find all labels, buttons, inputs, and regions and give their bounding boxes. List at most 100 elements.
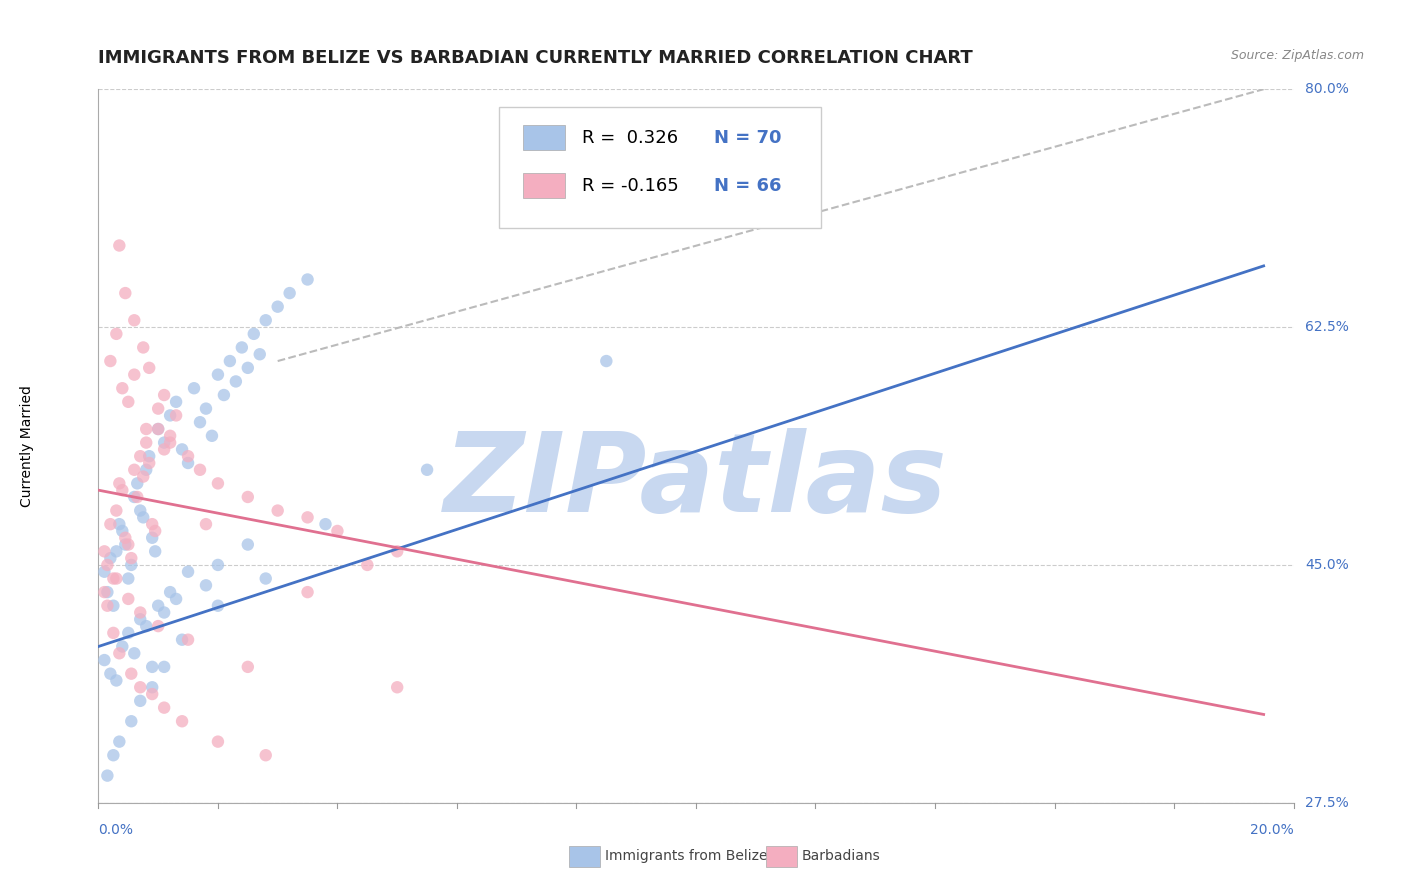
Point	[108, 476, 131, 491]
Point	[219, 354, 242, 368]
Point	[236, 537, 259, 551]
Point	[117, 591, 139, 606]
Point	[1133, 850, 1156, 864]
Point	[135, 435, 157, 450]
Point	[138, 449, 160, 463]
Point	[143, 544, 166, 558]
Point	[188, 463, 211, 477]
Point	[148, 422, 170, 436]
Point	[153, 660, 176, 674]
Point	[207, 476, 229, 491]
Point	[105, 503, 128, 517]
FancyBboxPatch shape	[523, 173, 565, 198]
Point	[177, 456, 200, 470]
Point	[111, 483, 134, 498]
Point	[159, 429, 181, 443]
Point	[159, 585, 181, 599]
Point	[105, 326, 128, 341]
Point	[207, 558, 229, 572]
Point	[177, 632, 200, 647]
Text: R = -0.165: R = -0.165	[582, 177, 679, 194]
Point	[201, 429, 224, 443]
Point	[111, 381, 134, 395]
Point	[132, 469, 155, 483]
Point	[595, 354, 617, 368]
Point	[96, 599, 118, 613]
Point	[138, 456, 160, 470]
Point	[114, 286, 136, 301]
Text: 27.5%: 27.5%	[1305, 796, 1350, 810]
Point	[114, 531, 136, 545]
Point	[297, 272, 319, 286]
Point	[124, 313, 146, 327]
Point	[297, 585, 319, 599]
Point	[267, 503, 290, 517]
Point	[194, 578, 218, 592]
Point	[207, 734, 229, 748]
Point	[93, 653, 115, 667]
Text: 62.5%: 62.5%	[1305, 320, 1350, 334]
Point	[129, 680, 152, 694]
Point	[177, 565, 200, 579]
Point	[148, 401, 170, 416]
Text: N = 66: N = 66	[714, 177, 782, 194]
Point	[159, 409, 181, 423]
Point	[153, 700, 176, 714]
Point	[148, 599, 170, 613]
Point	[129, 612, 152, 626]
Text: Barbadians: Barbadians	[801, 849, 880, 863]
Text: IMMIGRANTS FROM BELIZE VS BARBADIAN CURRENTLY MARRIED CORRELATION CHART: IMMIGRANTS FROM BELIZE VS BARBADIAN CURR…	[98, 49, 973, 67]
Text: 0.0%: 0.0%	[98, 823, 134, 838]
Text: R =  0.326: R = 0.326	[582, 128, 679, 146]
Point	[103, 599, 125, 613]
Point	[120, 551, 142, 566]
Point	[183, 381, 205, 395]
Point	[120, 666, 142, 681]
Point	[129, 694, 152, 708]
Point	[314, 517, 337, 532]
Point	[117, 626, 139, 640]
Text: Immigrants from Belize: Immigrants from Belize	[605, 849, 768, 863]
Point	[111, 640, 134, 654]
Point	[172, 714, 194, 729]
Text: Source: ZipAtlas.com: Source: ZipAtlas.com	[1230, 49, 1364, 62]
Point	[96, 769, 118, 783]
Point	[297, 510, 319, 524]
Point	[278, 286, 301, 301]
Point	[103, 748, 125, 763]
Text: ZIPatlas: ZIPatlas	[444, 428, 948, 535]
Point	[254, 748, 277, 763]
Point	[254, 572, 277, 586]
Point	[98, 551, 122, 566]
Point	[141, 687, 163, 701]
Point	[120, 714, 142, 729]
Point	[326, 524, 349, 538]
Point	[103, 626, 125, 640]
Point	[93, 565, 115, 579]
Point	[153, 435, 176, 450]
Point	[153, 388, 176, 402]
Point	[254, 313, 277, 327]
Point	[194, 401, 218, 416]
Point	[148, 422, 170, 436]
Point	[114, 537, 136, 551]
Point	[98, 354, 122, 368]
Point	[127, 490, 149, 504]
Point	[207, 599, 229, 613]
Point	[249, 347, 271, 361]
Point	[141, 660, 163, 674]
Point	[231, 341, 253, 355]
Point	[124, 646, 146, 660]
Point	[212, 388, 235, 402]
Point	[108, 238, 131, 252]
Point	[177, 449, 200, 463]
Point	[96, 585, 118, 599]
Point	[105, 544, 128, 558]
Point	[105, 572, 128, 586]
Point	[243, 326, 266, 341]
Point	[188, 415, 211, 429]
Point	[117, 572, 139, 586]
Point	[143, 524, 166, 538]
Point	[236, 360, 259, 375]
Point	[356, 558, 378, 572]
